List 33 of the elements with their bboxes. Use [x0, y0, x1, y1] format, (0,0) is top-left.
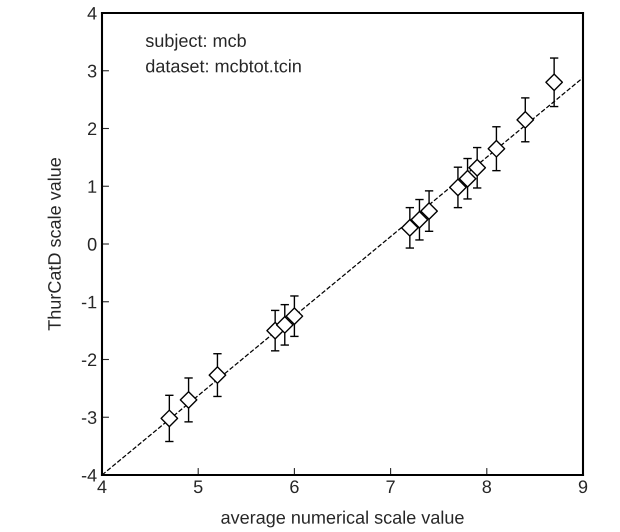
- point: [160, 409, 178, 428]
- point: [208, 366, 226, 384]
- x-tick-label: 4: [97, 480, 106, 493]
- point: [285, 307, 304, 326]
- annotation: dataset: mcbtot.tcin: [146, 59, 301, 72]
- y-tick-label: 2: [88, 122, 96, 136]
- point: [468, 158, 486, 177]
- point: [458, 170, 476, 188]
- y-tick-label: -2: [82, 353, 96, 366]
- y-tick-label: 1: [88, 180, 96, 193]
- point: [449, 178, 467, 196]
- y-tick-label: -3: [82, 411, 96, 424]
- x-tick-label: 6: [290, 480, 299, 494]
- x-tick-label: 8: [482, 480, 492, 494]
- point: [516, 110, 534, 129]
- point: [180, 391, 198, 409]
- point: [276, 316, 294, 334]
- x-tick-label: 9: [578, 480, 588, 494]
- y-tick-label: 3: [88, 64, 96, 78]
- point: [420, 202, 438, 220]
- point: [488, 140, 506, 158]
- y-tick-label: 4: [88, 7, 97, 20]
- x-tick-label: 5: [194, 480, 202, 494]
- point: [545, 73, 564, 92]
- y-tick-label: -4: [82, 469, 97, 482]
- x-tick-label: 7: [386, 480, 395, 493]
- point: [400, 218, 419, 237]
- y-tick-label: -1: [82, 296, 96, 308]
- y-axis-title: ThurCatD scale value: [48, 158, 61, 330]
- point: [410, 210, 428, 229]
- y-tick-label: 0: [88, 238, 96, 251]
- x-axis-title: average numerical scale value: [221, 510, 464, 528]
- annotation: subject: mcb: [146, 34, 246, 51]
